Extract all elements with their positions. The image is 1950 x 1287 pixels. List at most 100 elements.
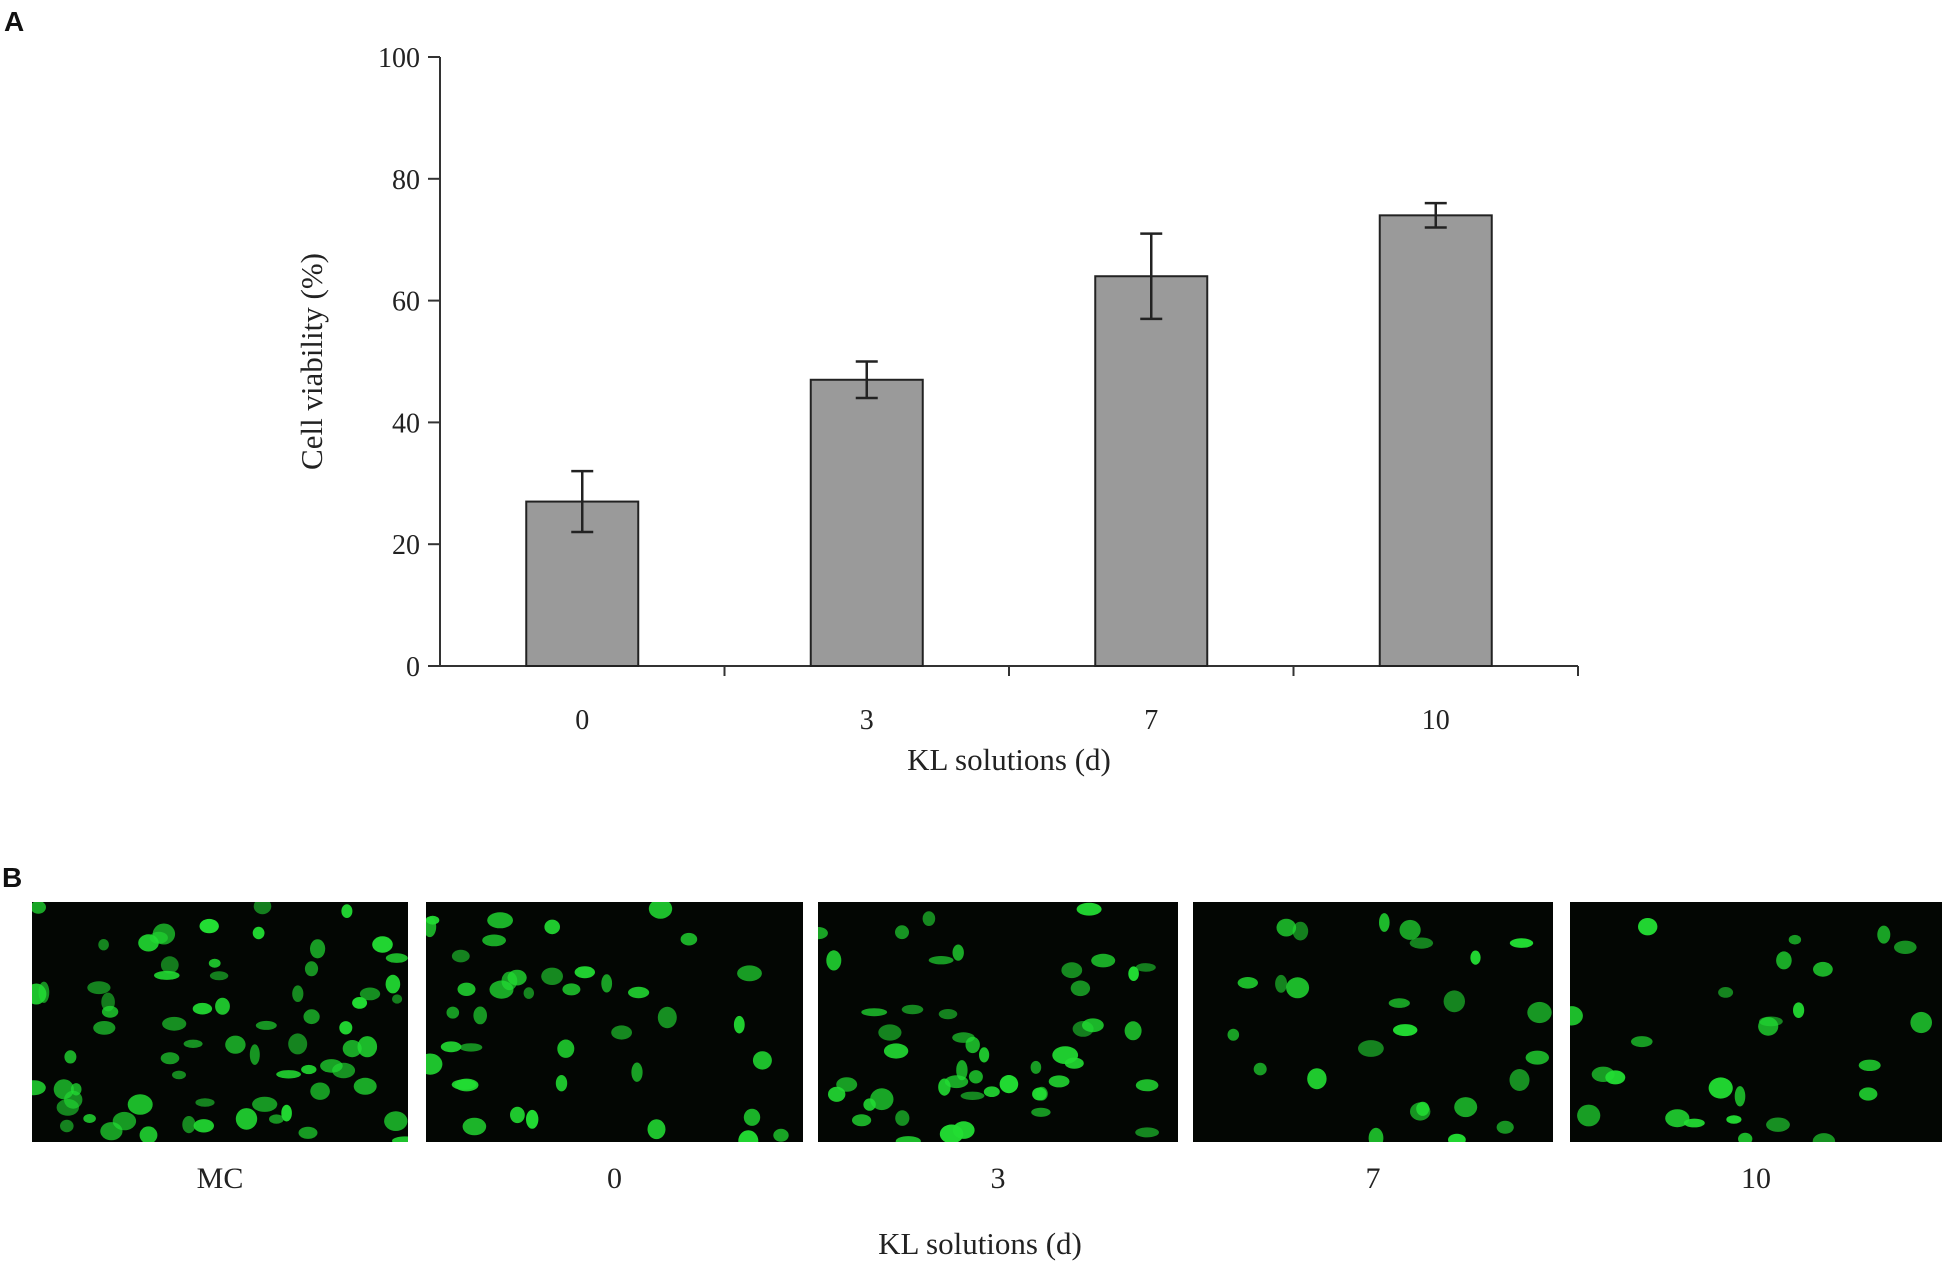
cell-spot: [1527, 1001, 1552, 1024]
cell-spot: [1910, 1011, 1932, 1034]
cell-spot: [193, 1119, 214, 1133]
x-tick-label: 7: [1144, 705, 1158, 736]
cell-spot: [1358, 1040, 1384, 1057]
cell-spot: [298, 1126, 318, 1139]
cell-spot: [1591, 1066, 1615, 1082]
cell-spot: [100, 1122, 123, 1141]
cell-spot: [304, 961, 319, 977]
cell-spot: [288, 1033, 308, 1055]
cell-spot: [1718, 987, 1734, 998]
cell-spot: [1276, 918, 1297, 937]
cell-spot: [1135, 963, 1156, 972]
cell-spot: [1877, 925, 1891, 944]
cell-spot: [1766, 1117, 1790, 1132]
cell-spot: [303, 1009, 320, 1025]
cell-spot: [353, 1077, 377, 1095]
cell-spot: [1275, 974, 1288, 993]
cell-spot: [1577, 1104, 1601, 1127]
cell-spot: [1738, 1132, 1753, 1142]
cell-spot: [172, 1070, 186, 1080]
cell-spot: [738, 1130, 759, 1142]
cell-spot: [215, 997, 230, 1015]
cell-spot: [1048, 1075, 1070, 1088]
cell-spot: [93, 1021, 116, 1035]
x-tick-label: 10: [1422, 705, 1450, 736]
cell-spot: [952, 1032, 975, 1043]
y-axis-title: Cell viability (%): [294, 253, 329, 470]
bar-7: [1094, 275, 1209, 667]
cell-spot: [1031, 1107, 1051, 1117]
cell-spot: [1793, 1002, 1805, 1018]
cell-spot: [209, 971, 229, 981]
cell-spot: [385, 974, 401, 994]
cell-spot: [462, 1117, 487, 1136]
cell-spot: [255, 1020, 277, 1030]
cell-spot: [1064, 1057, 1084, 1069]
cell-spot: [253, 902, 272, 915]
cell-spot: [83, 1114, 96, 1123]
cell-spot: [451, 1079, 477, 1090]
cell-spot: [1776, 951, 1792, 970]
cell-spot: [160, 1052, 180, 1065]
panel-b-letter: B: [2, 862, 23, 893]
x-tick-label: 3: [860, 705, 874, 736]
micrograph-label: 3: [990, 1162, 1006, 1195]
cell-spot: [457, 982, 476, 996]
cell-spot: [1076, 902, 1102, 916]
cell-spot: [87, 981, 111, 995]
cell-spot: [960, 1091, 985, 1100]
cell-spot: [944, 1075, 969, 1089]
cell-spot: [733, 1015, 745, 1034]
bar-10: [1378, 214, 1493, 667]
y-tick-label: 100: [378, 43, 420, 74]
cell-spot: [1496, 1120, 1514, 1134]
micrograph-0: [426, 902, 803, 1142]
cell-spot: [1393, 1024, 1418, 1037]
cell-spot: [1509, 938, 1534, 948]
cell-spot: [310, 939, 326, 959]
cell-spot: [968, 1070, 983, 1084]
cell-spot: [1631, 1036, 1653, 1048]
cell-spot: [98, 939, 109, 951]
cell-spot: [647, 1119, 666, 1140]
cell-spot: [1734, 1086, 1746, 1107]
cell-spot: [459, 1043, 483, 1052]
cell-spot: [269, 1114, 284, 1124]
bar-3: [809, 378, 924, 667]
cell-spot: [861, 1008, 888, 1017]
cell-spot: [473, 1006, 487, 1025]
cell-spot: [301, 1064, 317, 1075]
micrograph-7: [1193, 902, 1553, 1142]
cell-spot: [895, 1110, 910, 1126]
cell-spot: [1135, 1079, 1159, 1092]
micrograph-label: 0: [607, 1162, 622, 1195]
cell-spot: [1030, 1060, 1042, 1074]
x-tick-label: 0: [575, 705, 589, 736]
cell-spot: [1726, 1115, 1742, 1124]
cell-spot: [249, 1044, 260, 1065]
cell-spot: [938, 1009, 958, 1020]
cell-spot: [1448, 1133, 1466, 1142]
cell-spot: [252, 1096, 278, 1112]
cell-spot: [332, 1062, 356, 1079]
cell-spot: [507, 969, 527, 986]
cell-spot: [1399, 919, 1421, 940]
cell-spot: [737, 965, 762, 982]
cell-spot: [64, 1050, 77, 1064]
cell-spot: [526, 1109, 539, 1129]
cell-spot: [1570, 1006, 1583, 1026]
micrograph-10: [1570, 902, 1942, 1142]
cell-spot: [773, 1128, 789, 1142]
cell-spot: [510, 1106, 525, 1124]
cell-spot: [818, 927, 828, 940]
cell-spot: [1788, 934, 1802, 945]
cell-spot: [1525, 1050, 1549, 1065]
cell-spot: [138, 934, 159, 952]
cell-spot: [384, 1111, 408, 1131]
cell-spot: [1812, 1133, 1836, 1142]
cell-spot: [938, 1078, 951, 1096]
cell-spot: [956, 1060, 968, 1081]
cell-spot: [895, 1136, 921, 1142]
cell-spot: [752, 1051, 772, 1070]
cell-spot: [743, 1108, 761, 1126]
